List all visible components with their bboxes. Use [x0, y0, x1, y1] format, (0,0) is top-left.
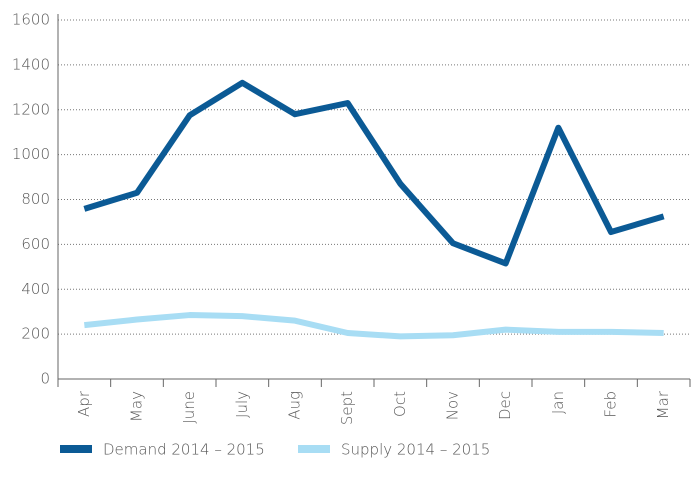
line-series: [84, 312, 664, 340]
legend-label: Supply 2014 – 2015: [341, 441, 490, 459]
x-tick-label: Mar: [654, 390, 672, 419]
x-tick-label: June: [180, 391, 198, 424]
x-tick-label: Oct: [391, 391, 409, 417]
x-tick-label: Aug: [286, 391, 304, 420]
x-tick-label: May: [128, 391, 146, 422]
y-tick-label: 1200: [12, 100, 50, 118]
y-tick-label: 1400: [12, 55, 50, 73]
x-tick-label: Feb: [602, 391, 620, 418]
y-tick-label: 0: [40, 370, 50, 388]
y-tick-label: 200: [21, 325, 50, 343]
x-tick-label: Apr: [75, 390, 93, 417]
x-tick-label: July: [233, 391, 251, 418]
legend-label: Demand 2014 – 2015: [103, 441, 265, 459]
legend-swatch: [298, 445, 330, 453]
line-series: [83, 79, 665, 267]
y-tick-label: 600: [21, 235, 50, 253]
x-tick-label: Sept: [338, 391, 356, 425]
y-tick-label: 1600: [12, 11, 50, 29]
y-tick-label: 1000: [12, 145, 50, 163]
y-tick-label: 800: [21, 190, 50, 208]
y-tick-label: 400: [21, 280, 50, 298]
x-tick-label: Dec: [496, 391, 514, 420]
legend-swatch: [60, 445, 92, 453]
x-tick-label: Nov: [444, 391, 462, 420]
x-tick-label: Jan: [549, 391, 567, 414]
